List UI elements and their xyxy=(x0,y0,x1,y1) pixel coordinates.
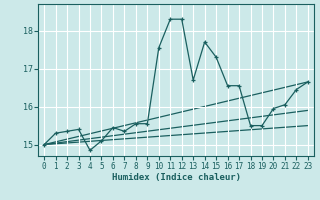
X-axis label: Humidex (Indice chaleur): Humidex (Indice chaleur) xyxy=(111,173,241,182)
